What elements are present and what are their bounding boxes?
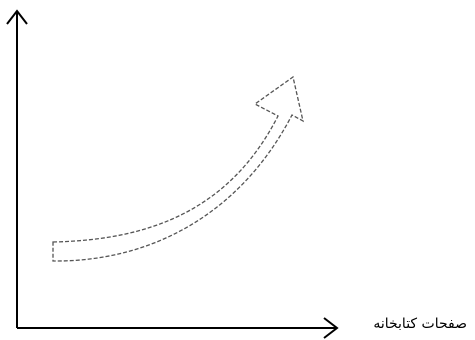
x-axis bbox=[17, 317, 339, 339]
growth-arrow bbox=[52, 75, 304, 262]
x-axis-label: صفحات کتابخانه bbox=[373, 316, 467, 332]
x-axis-arrowhead bbox=[323, 317, 339, 339]
y-axis-arrowhead bbox=[6, 9, 28, 25]
y-axis bbox=[6, 9, 28, 328]
